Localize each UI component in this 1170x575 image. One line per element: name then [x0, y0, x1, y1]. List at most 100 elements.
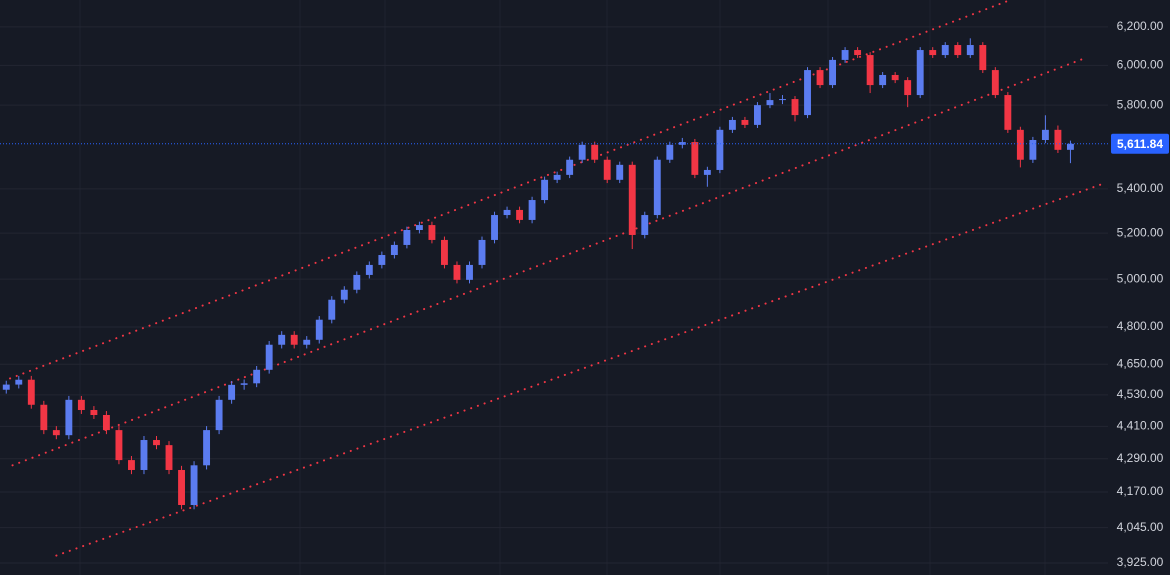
candle-body — [628, 164, 636, 235]
candle-body — [203, 430, 211, 466]
candle-body — [941, 45, 949, 56]
y-tick-label: 6,000.00 — [1117, 58, 1164, 72]
candle-body — [65, 399, 73, 436]
candle-body — [566, 159, 574, 175]
candle-body — [841, 50, 849, 60]
candle-body — [102, 415, 110, 431]
candle-body — [678, 142, 686, 145]
candle-body — [891, 74, 899, 81]
candle-body — [2, 384, 10, 390]
candle-body — [879, 74, 887, 86]
candle-body — [215, 399, 223, 431]
candle-body — [365, 264, 373, 275]
candle-body — [641, 215, 649, 235]
candle-body — [829, 59, 837, 86]
y-tick-label: 4,170.00 — [1117, 484, 1164, 498]
candle-body — [290, 334, 298, 345]
candle-body — [528, 200, 536, 220]
candle-body — [52, 430, 60, 436]
candle-body — [390, 244, 398, 256]
candle-body — [140, 440, 148, 470]
candle-body — [979, 45, 987, 71]
candle-body — [253, 369, 261, 384]
candle-body — [378, 255, 386, 265]
candle-body — [115, 430, 123, 461]
trend-line — [11, 56, 1087, 467]
y-tick-label: 5,800.00 — [1117, 97, 1164, 111]
y-tick-label: 5,000.00 — [1117, 271, 1164, 285]
candle-body — [553, 174, 561, 180]
y-tick-label: 5,400.00 — [1117, 181, 1164, 195]
candle-body — [415, 225, 423, 231]
last-price-box — [1111, 133, 1169, 154]
candle-body — [1016, 129, 1024, 160]
candle-body — [1066, 143, 1074, 150]
candle-body — [303, 339, 311, 345]
candle-body — [854, 50, 862, 56]
y-tick-label: 3,925.00 — [1117, 555, 1164, 569]
candle-body — [703, 169, 711, 175]
candle-body — [578, 144, 586, 160]
candle-body — [441, 239, 448, 265]
candle-body — [1054, 129, 1062, 150]
candle-body — [754, 105, 761, 125]
time-grid — [79, 0, 1046, 575]
candle-body — [265, 344, 273, 370]
candle-body — [40, 404, 48, 431]
candle-body — [779, 99, 786, 101]
candle-body — [340, 289, 348, 300]
candle-body — [315, 319, 323, 340]
candle-body — [428, 225, 436, 240]
candle-body — [1029, 140, 1037, 160]
candle-body — [716, 129, 724, 170]
candle-body — [165, 445, 173, 470]
candle-body — [190, 465, 198, 505]
y-tick-label: 4,800.00 — [1117, 319, 1164, 333]
candle-body — [278, 334, 286, 345]
candle-body — [966, 45, 974, 56]
candle-body — [453, 264, 461, 280]
candle-body — [816, 70, 824, 86]
y-tick-label: 4,650.00 — [1117, 356, 1164, 370]
y-tick-label: 4,290.00 — [1117, 451, 1164, 465]
candle-body — [27, 379, 35, 405]
candle-body — [15, 379, 23, 385]
y-tick-label: 4,045.00 — [1117, 520, 1164, 534]
trend-line — [9, 0, 1012, 380]
candle-body — [541, 179, 549, 201]
y-tick-label: 6,200.00 — [1117, 19, 1164, 33]
candle-body — [666, 144, 674, 160]
candle-body — [916, 50, 924, 96]
candle-body — [1041, 129, 1049, 141]
candle-body — [90, 410, 98, 416]
candle-body — [228, 384, 236, 400]
y-tick-label: 4,530.00 — [1117, 387, 1164, 401]
candle-body — [904, 80, 912, 96]
candle-body — [128, 460, 135, 470]
candle-body — [516, 209, 524, 220]
candle-body — [403, 230, 411, 245]
candle-body — [328, 299, 336, 320]
candle-body — [603, 159, 611, 180]
candle-body — [478, 239, 486, 265]
candle-body — [929, 50, 937, 56]
candle-body — [153, 440, 160, 446]
candle-body — [240, 383, 248, 385]
candle-body — [466, 264, 473, 280]
candle-body — [591, 144, 599, 160]
candle-body — [766, 100, 774, 106]
candle-body — [954, 45, 962, 56]
candle-body — [77, 399, 85, 411]
y-tick-label: 4,410.00 — [1117, 419, 1164, 433]
y-tick-label: 5,200.00 — [1117, 225, 1164, 239]
trend-line — [55, 181, 1107, 557]
candle-body — [178, 469, 185, 505]
candle-body — [741, 119, 749, 125]
candle-body — [353, 274, 361, 290]
candle-body — [503, 209, 511, 216]
candle-body — [1004, 95, 1012, 130]
candle-body — [691, 142, 699, 175]
candle-body — [804, 70, 811, 116]
